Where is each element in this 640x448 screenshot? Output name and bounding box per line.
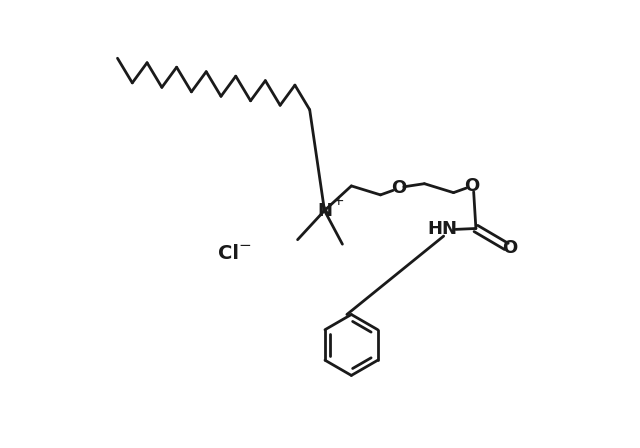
Text: O: O — [464, 177, 479, 195]
Text: −: − — [239, 237, 252, 253]
Text: O: O — [502, 239, 517, 257]
Text: N: N — [317, 202, 332, 220]
Text: Cl: Cl — [218, 244, 239, 263]
Text: HN: HN — [428, 220, 458, 238]
Text: O: O — [391, 179, 406, 197]
Text: +: + — [332, 194, 344, 208]
